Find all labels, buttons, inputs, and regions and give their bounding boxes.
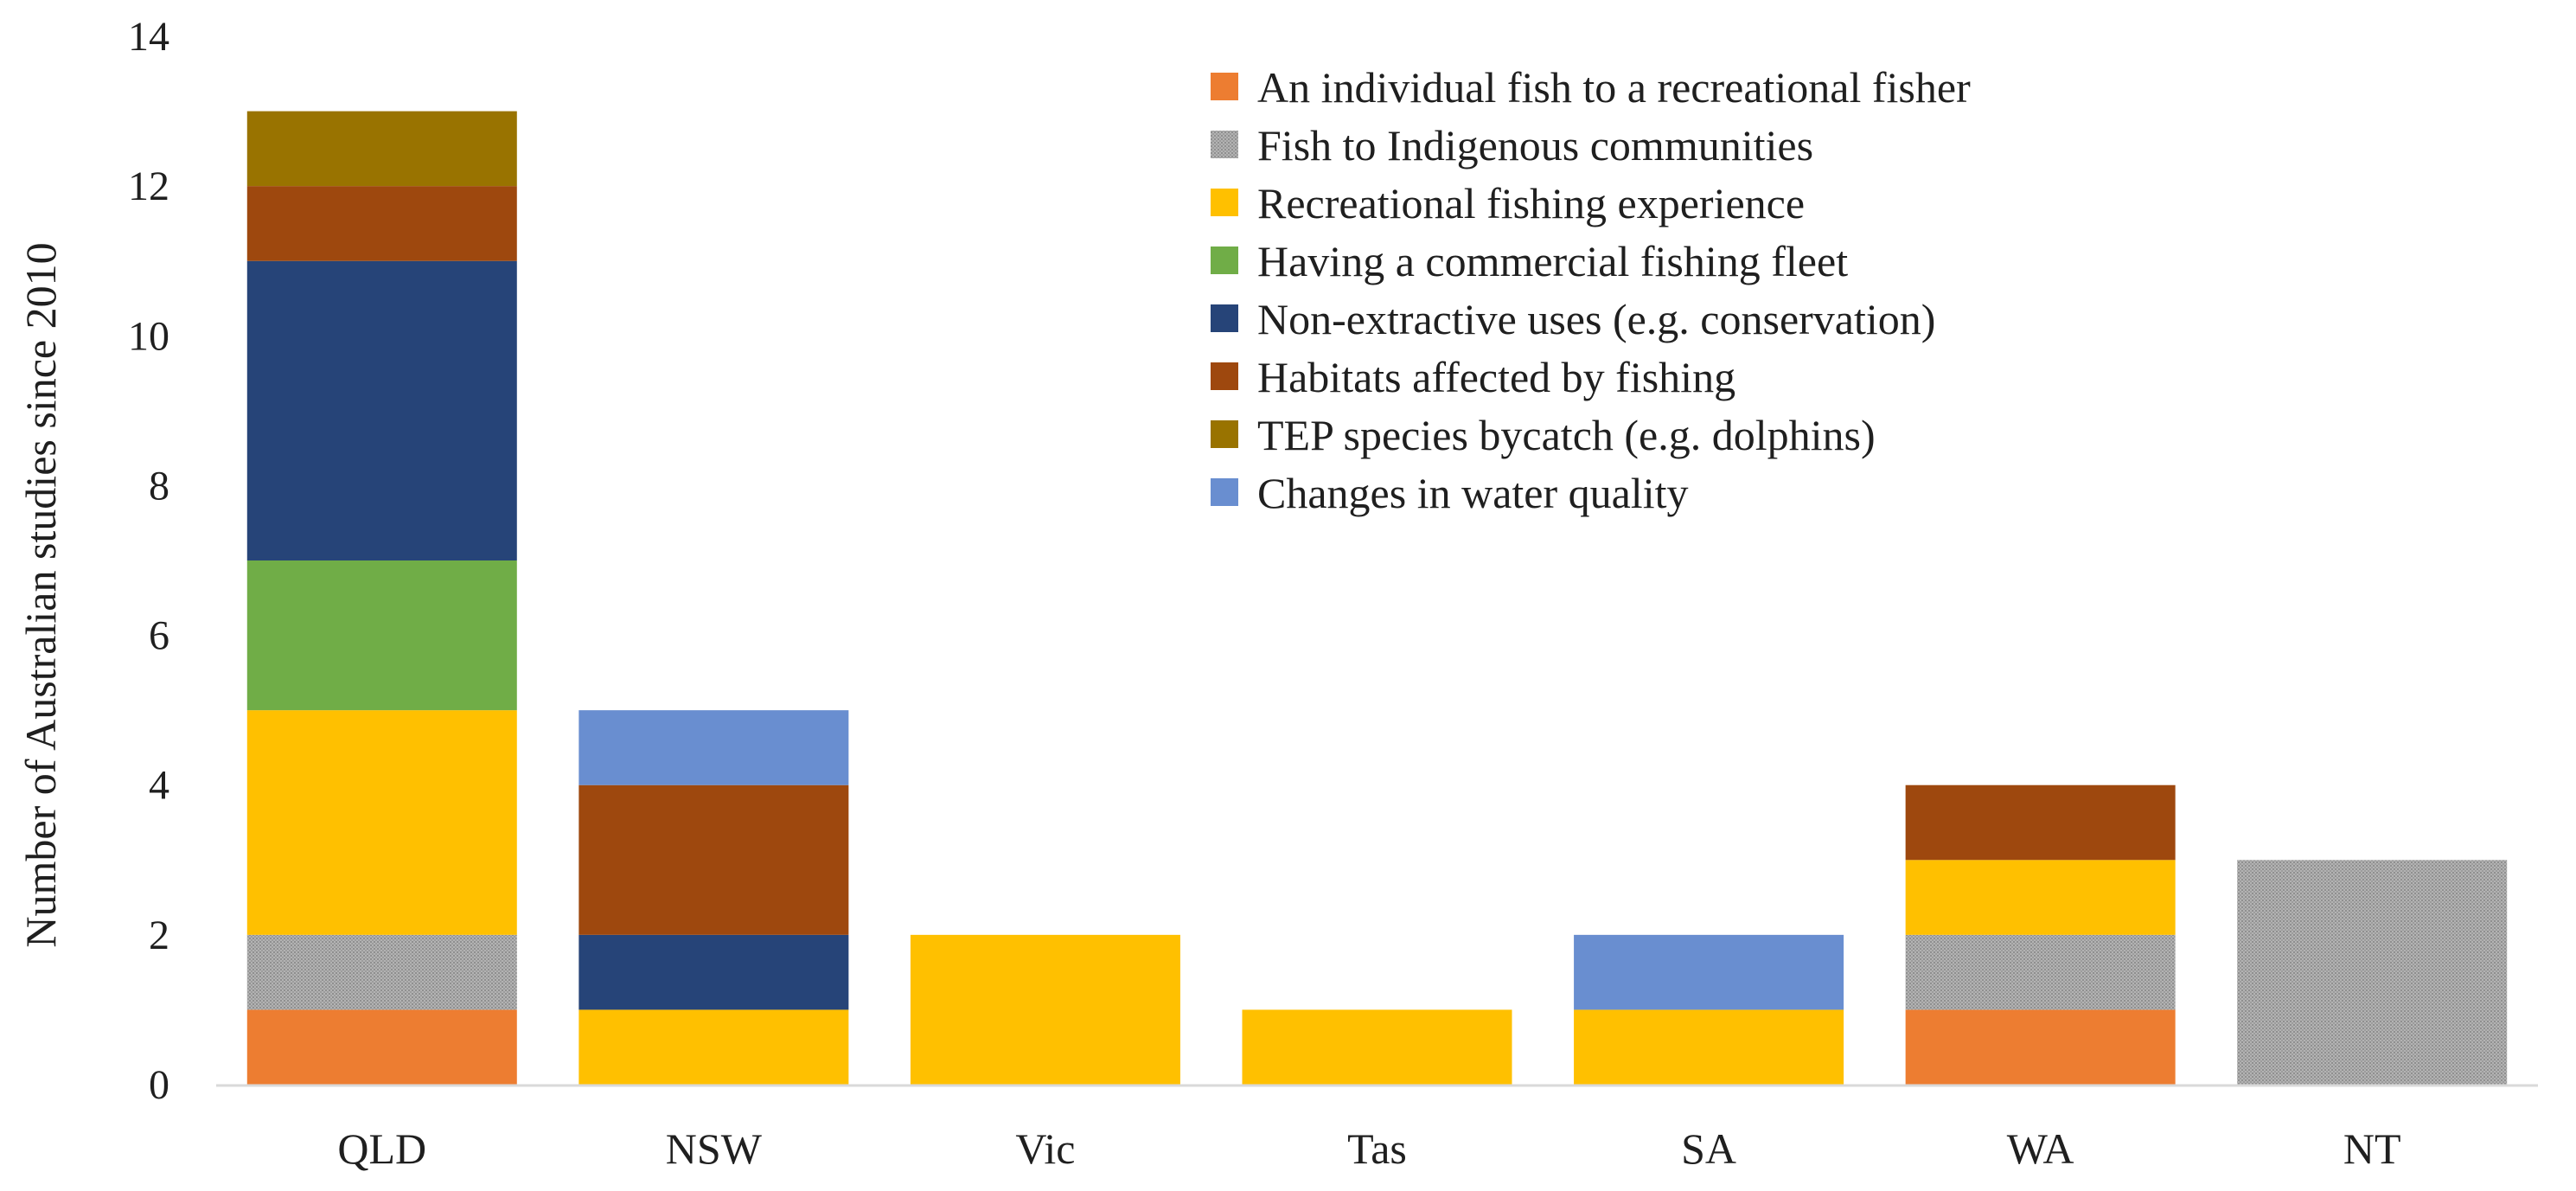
bar-segment-nsw-non-extractive-uses-e-g-conservation	[578, 934, 849, 1010]
legend-label-habitats-affected-by-fishing: Habitats affected by fishing	[1257, 353, 1735, 401]
legend-label-recreational-fishing-experience: Recreational fishing experience	[1257, 179, 1805, 227]
bar-segment-nt-fish-to-indigenous-communities	[2237, 860, 2508, 1085]
y-tick-label: 2	[149, 912, 169, 958]
bar-segment-qld-fish-to-indigenous-communities	[246, 934, 517, 1010]
bar-segment-qld-non-extractive-uses-e-g-conservation	[246, 260, 517, 560]
y-tick-label: 4	[149, 763, 169, 809]
bar-segment-sa-recreational-fishing-experience	[1574, 1009, 1844, 1085]
legend-swatch-habitats-affected-by-fishing	[1211, 362, 1238, 390]
bar-segment-wa-habitats-affected-by-fishing	[1905, 784, 2176, 861]
bar-segment-nsw-recreational-fishing-experience	[578, 1009, 849, 1085]
y-tick-label: 14	[128, 14, 169, 60]
y-tick-label: 12	[128, 163, 169, 209]
bar-segment-nsw-changes-in-water-quality	[578, 710, 849, 785]
bar-segment-qld-having-a-commercial-fishing-fleet	[246, 560, 517, 711]
legend-label-non-extractive-uses-e-g-conservation: Non-extractive uses (e.g. conservation)	[1257, 295, 1935, 343]
legend-swatch-non-extractive-uses-e-g-conservation	[1211, 304, 1238, 332]
x-tick-label-wa: WA	[2007, 1124, 2074, 1173]
y-axis-label: Number of Australian studies since 2010	[16, 242, 65, 947]
legend-swatch-having-a-commercial-fishing-fleet	[1211, 247, 1238, 274]
legend-label-fish-to-indigenous-communities: Fish to Indigenous communities	[1257, 121, 1813, 170]
y-axis-ticks: 0 2 4 6 8 10 12 14	[128, 14, 169, 1108]
bar-segment-tas-recreational-fishing-experience	[1242, 1009, 1512, 1085]
x-tick-label-qld: QLD	[337, 1124, 426, 1173]
x-tick-label-vic: Vic	[1015, 1124, 1075, 1173]
bar-segment-vic-recreational-fishing-experience	[910, 934, 1180, 1085]
bar-segment-wa-fish-to-indigenous-communities	[1905, 934, 2176, 1010]
legend-swatch-an-individual-fish-to-a-recreational-fisher	[1211, 73, 1238, 100]
legend-swatch-fish-to-indigenous-communities	[1211, 131, 1238, 158]
bar-segment-wa-an-individual-fish-to-a-recreational-fisher	[1905, 1009, 2176, 1085]
bar-segment-wa-recreational-fishing-experience	[1905, 860, 2176, 935]
bar-segment-qld-an-individual-fish-to-a-recreational-fisher	[246, 1009, 517, 1085]
y-tick-label: 10	[128, 313, 169, 359]
y-tick-label: 6	[149, 613, 169, 659]
legend: An individual fish to a recreational fis…	[1211, 63, 1971, 517]
y-tick-label: 0	[149, 1062, 169, 1108]
bar-segment-nsw-habitats-affected-by-fishing	[578, 784, 849, 935]
bar-segment-sa-changes-in-water-quality	[1574, 934, 1844, 1010]
x-axis-ticks: QLD NSW Vic Tas SA WA NT	[337, 1124, 2400, 1173]
legend-swatch-recreational-fishing-experience	[1211, 189, 1238, 216]
x-tick-label-sa: SA	[1681, 1124, 1736, 1173]
x-tick-label-nsw: NSW	[666, 1124, 763, 1173]
legend-label-tep-species-bycatch-e-g-dolphins: TEP species bycatch (e.g. dolphins)	[1257, 411, 1876, 459]
bar-segment-qld-recreational-fishing-experience	[246, 710, 517, 935]
legend-swatch-tep-species-bycatch-e-g-dolphins	[1211, 420, 1238, 448]
x-tick-label-tas: Tas	[1347, 1124, 1407, 1173]
bar-segment-qld-habitats-affected-by-fishing	[246, 186, 517, 261]
legend-label-an-individual-fish-to-a-recreational-fisher: An individual fish to a recreational fis…	[1257, 63, 1971, 112]
x-tick-label-nt: NT	[2343, 1124, 2401, 1173]
legend-label-having-a-commercial-fishing-fleet: Having a commercial fishing fleet	[1257, 237, 1848, 285]
bars-layer	[246, 111, 2508, 1085]
bar-segment-qld-tep-species-bycatch-e-g-dolphins	[246, 111, 517, 187]
y-tick-label: 8	[149, 463, 169, 509]
legend-label-changes-in-water-quality: Changes in water quality	[1257, 469, 1689, 517]
legend-swatch-changes-in-water-quality	[1211, 478, 1238, 506]
